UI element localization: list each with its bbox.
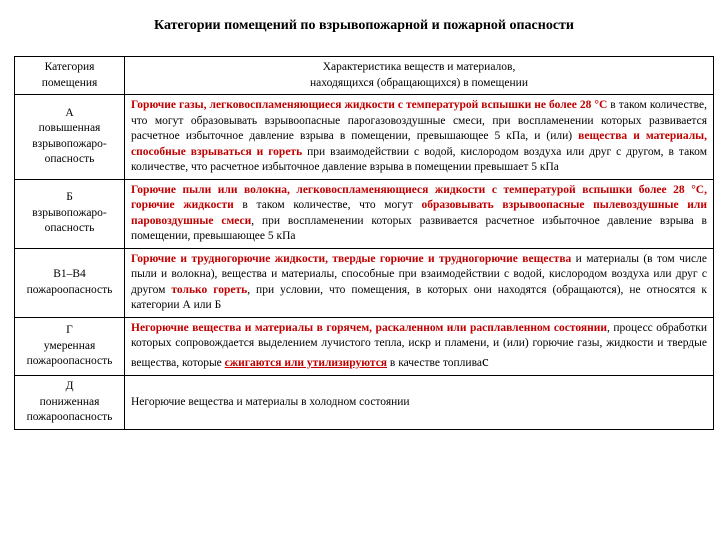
cat-label: умеренная — [44, 340, 96, 352]
table-row: Г умеренная пожароопасность Негорючие ве… — [15, 317, 714, 375]
cat-b: Б взрывопожаро- опасность — [15, 179, 125, 248]
cat-label: взрывопожаро- — [32, 138, 107, 150]
text-span: Негорючие вещества и материалы в горячем… — [131, 322, 607, 334]
cat-label: опасность — [45, 153, 95, 165]
text-span: Горючие газы, легковоспламеняющиеся жидк… — [131, 99, 607, 111]
header-description: Характеристика веществ и материалов, нах… — [125, 57, 714, 95]
cat-label: пожароопасность — [27, 284, 113, 296]
text-span: с — [482, 354, 489, 370]
text-span: в таком количестве, что могут — [234, 199, 422, 211]
cat-label: опасность — [45, 222, 95, 234]
desc-g: Негорючие вещества и материалы в горячем… — [125, 317, 714, 375]
table-row: Б взрывопожаро- опасность Горючие пыли и… — [15, 179, 714, 248]
cat-label: пожароопасность — [27, 411, 113, 423]
header-category: Категория помещения — [15, 57, 125, 95]
table-row: А повышенная взрывопожаро- опасность Гор… — [15, 95, 714, 180]
cat-label: А — [65, 107, 73, 119]
cat-label: пожароопасность — [27, 355, 113, 367]
cat-label: повышенная — [39, 122, 101, 134]
header-desc-l2: находящихся (обращающихся) в помещении — [310, 77, 528, 89]
table-header-row: Категория помещения Характеристика вещес… — [15, 57, 714, 95]
cat-label: пониженная — [40, 396, 100, 408]
header-desc-l1: Характеристика веществ и материалов, — [323, 61, 516, 73]
text-span: Горючие и трудногорючие жидкости, тверды… — [131, 253, 571, 265]
cat-g: Г умеренная пожароопасность — [15, 317, 125, 375]
table-row: В1–В4 пожароопасность Горючие и трудного… — [15, 248, 714, 317]
text-span: в качестве топлива — [387, 357, 482, 369]
cat-label: Г — [66, 324, 73, 336]
categories-table: Категория помещения Характеристика вещес… — [14, 56, 714, 430]
cat-label: Б — [66, 191, 73, 203]
text-span: только гореть — [171, 284, 247, 296]
table-row: Д пониженная пожароопасность Негорючие в… — [15, 376, 714, 430]
desc-v: Горючие и трудногорючие жидкости, тверды… — [125, 248, 714, 317]
cat-v: В1–В4 пожароопасность — [15, 248, 125, 317]
text-span: сжигаются или утилизируются — [225, 357, 387, 369]
cat-label: Д — [66, 380, 74, 392]
cat-a: А повышенная взрывопожаро- опасность — [15, 95, 125, 180]
desc-d: Негорючие вещества и материалы в холодно… — [125, 376, 714, 430]
cat-label: В1–В4 — [53, 268, 86, 280]
desc-b: Горючие пыли или волокна, легковоспламен… — [125, 179, 714, 248]
desc-a: Горючие газы, легковоспламеняющиеся жидк… — [125, 95, 714, 180]
cat-label: взрывопожаро- — [32, 207, 107, 219]
cat-d: Д пониженная пожароопасность — [15, 376, 125, 430]
page-title: Категории помещений по взрывопожарной и … — [14, 18, 714, 34]
text-span: Негорючие вещества и материалы в холодно… — [131, 396, 410, 408]
